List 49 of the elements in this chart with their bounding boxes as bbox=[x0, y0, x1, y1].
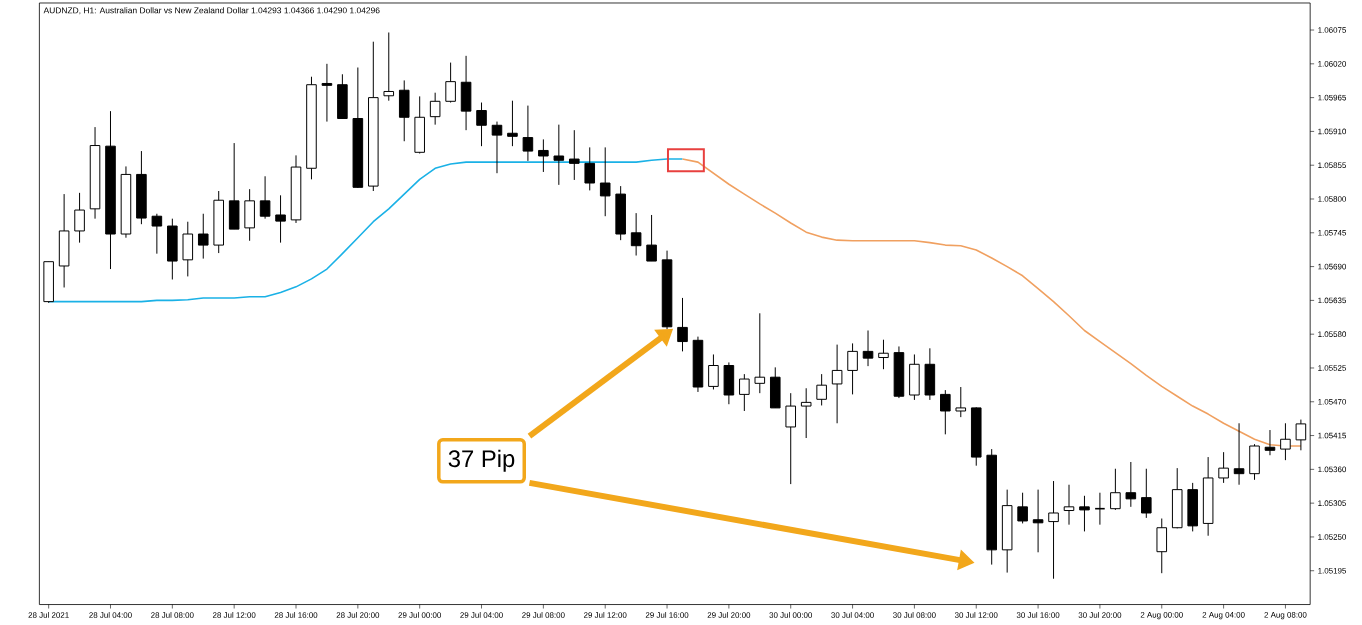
candlestick bbox=[491, 120, 503, 174]
candlestick bbox=[538, 138, 549, 173]
candlestick bbox=[476, 101, 487, 147]
candlestick bbox=[197, 213, 209, 259]
candlestick bbox=[599, 146, 611, 217]
candlestick bbox=[275, 194, 286, 243]
candlestick bbox=[754, 312, 766, 394]
candlestick bbox=[739, 373, 750, 412]
candlestick bbox=[940, 389, 951, 435]
candlestick bbox=[785, 392, 797, 485]
candlestick bbox=[584, 146, 596, 191]
candlestick bbox=[507, 99, 518, 147]
candlestick bbox=[553, 123, 565, 186]
candlestick bbox=[321, 63, 333, 122]
candlestick bbox=[569, 129, 580, 181]
candlestick bbox=[878, 338, 889, 370]
candlestick bbox=[1295, 418, 1307, 451]
candlestick bbox=[677, 297, 688, 352]
annotation: 37 Pip bbox=[448, 449, 515, 472]
candlestick bbox=[1110, 468, 1121, 511]
candlestick bbox=[847, 342, 858, 395]
candlestick bbox=[445, 61, 456, 103]
candlestick bbox=[708, 353, 719, 390]
candlestick bbox=[259, 175, 271, 219]
chart-title: AUDNZD, H1: Australian Dollar vs New Zealand Dollar 1.04293 1.04366 1.04290 1.04296 bbox=[43, 6, 380, 15]
candlestick bbox=[1141, 468, 1152, 519]
candlestick bbox=[800, 387, 812, 439]
candlestick bbox=[429, 91, 441, 125]
candlestick bbox=[630, 212, 642, 256]
candlestick bbox=[831, 343, 843, 424]
candlestick bbox=[1156, 517, 1168, 574]
candlestick bbox=[1032, 488, 1044, 553]
candlestick bbox=[646, 214, 657, 262]
candlestick bbox=[1264, 429, 1276, 456]
candlestick bbox=[1233, 422, 1245, 485]
candlestick bbox=[383, 31, 395, 101]
candlestick bbox=[1079, 495, 1090, 532]
candlestick bbox=[1218, 451, 1229, 484]
candlestick bbox=[955, 386, 967, 418]
candlestick bbox=[1125, 461, 1137, 508]
candlestick bbox=[151, 213, 163, 254]
candlestick bbox=[1280, 422, 1291, 461]
candlestick bbox=[1063, 484, 1075, 525]
candlestick bbox=[816, 373, 827, 406]
candlestick bbox=[522, 104, 534, 162]
candlestick bbox=[74, 192, 85, 243]
candlestick bbox=[1017, 491, 1028, 524]
candlestick bbox=[1048, 480, 1059, 580]
candlestick bbox=[862, 329, 874, 367]
